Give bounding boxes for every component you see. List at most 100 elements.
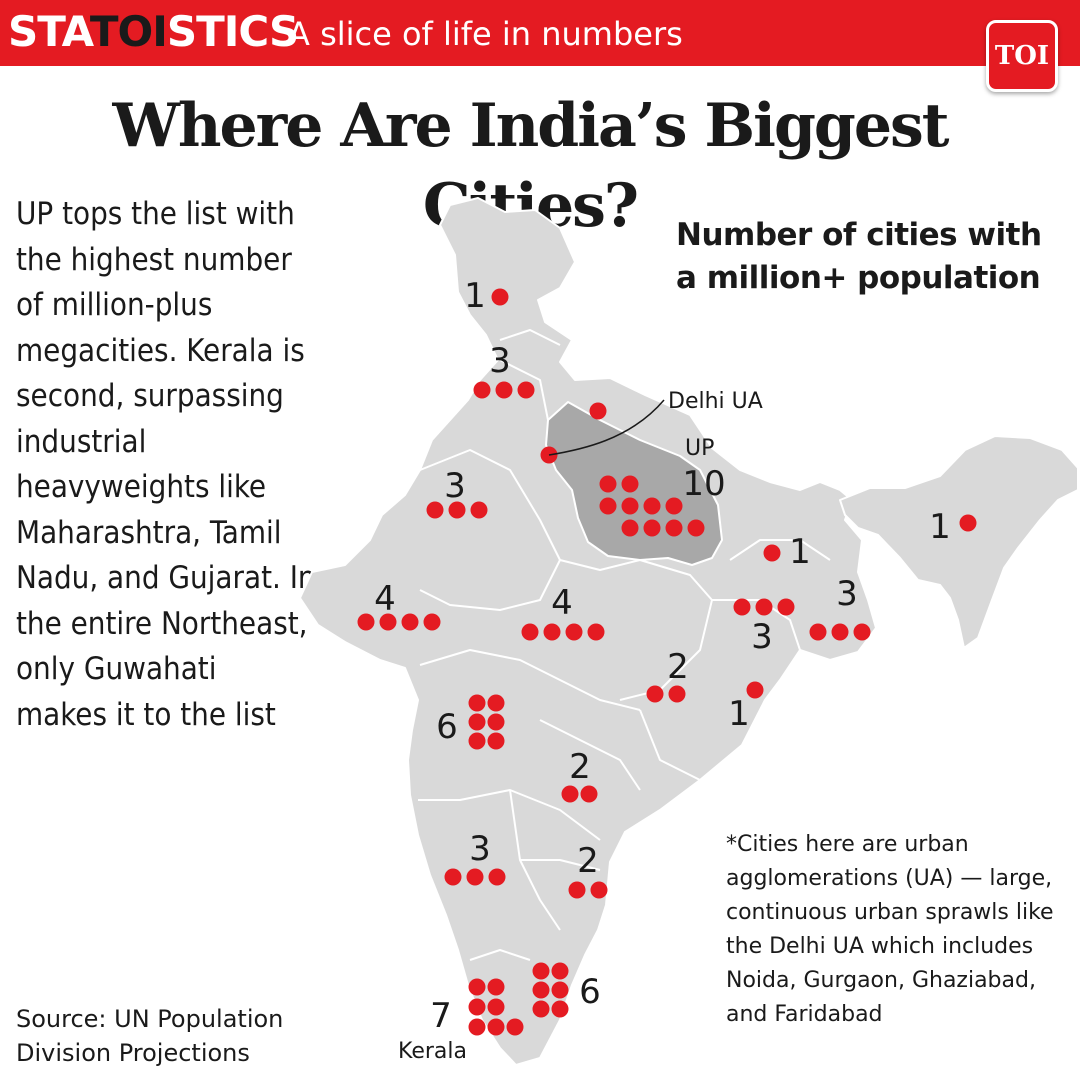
count-west-bengal: 3 xyxy=(836,574,858,614)
count-maharashtra: 6 xyxy=(436,707,458,747)
city-dot-tamil-nadu-3 xyxy=(532,981,550,999)
city-dot-tamil-nadu-5 xyxy=(532,1000,550,1018)
city-dot-punjab-2 xyxy=(495,381,513,399)
city-dot-madhya-pradesh-3 xyxy=(565,623,583,641)
city-dot-kerala-7 xyxy=(506,1018,524,1036)
city-dot-andhra-pradesh-1 xyxy=(568,881,586,899)
city-dot-maharashtra-1 xyxy=(468,694,486,712)
city-dot-kerala-5 xyxy=(468,1018,486,1036)
city-dot-karnataka-1 xyxy=(444,868,462,886)
count-jharkhand: 3 xyxy=(751,617,773,657)
count-punjab: 3 xyxy=(489,341,511,381)
header-banner: STATOISTICS A slice of life in numbers xyxy=(0,0,1080,66)
city-dot-rajasthan-2 xyxy=(448,501,466,519)
city-dot-chhattisgarh-2 xyxy=(668,685,686,703)
city-dot-assam-1 xyxy=(959,514,977,532)
toi-logo-badge: TOI xyxy=(986,20,1058,92)
count-bihar: 1 xyxy=(789,532,811,572)
region-counts: 1 3 10 3 4 4 1 3 3 1 2 1 6 2 3 2 7 6 xyxy=(374,276,951,1036)
count-jammu-kashmir: 1 xyxy=(464,276,486,316)
city-dot-west-bengal-2 xyxy=(831,623,849,641)
city-dot-karnataka-3 xyxy=(488,868,506,886)
city-dot-karnataka-2 xyxy=(466,868,484,886)
count-chhattisgarh: 2 xyxy=(667,647,689,687)
city-dot-kerala-1 xyxy=(468,978,486,996)
city-dot-west-bengal-1 xyxy=(809,623,827,641)
city-dots xyxy=(357,288,977,1036)
brand-post: STICS xyxy=(166,7,299,56)
city-dot-maharashtra-5 xyxy=(468,732,486,750)
footnote: *Cities here are urban agglomerations (U… xyxy=(726,832,1054,1027)
city-dot-jharkhand-2 xyxy=(755,598,773,616)
legend-title: Number of cities with a million+ populat… xyxy=(676,217,1042,296)
city-dot-kerala-3 xyxy=(468,998,486,1016)
city-dot-gujarat-3 xyxy=(401,613,419,631)
city-dot-tamil-nadu-1 xyxy=(532,962,550,980)
city-dot-chhattisgarh-1 xyxy=(646,685,664,703)
city-dot-uttar-pradesh-4 xyxy=(621,497,639,515)
city-dot-madhya-pradesh-1 xyxy=(521,623,539,641)
city-dot-jharkhand-3 xyxy=(777,598,795,616)
brand-mid: TOI xyxy=(89,7,168,56)
city-dot-tamil-nadu-6 xyxy=(551,1000,569,1018)
city-dot-kerala-4 xyxy=(487,998,505,1016)
city-dot-uttarakhand-1 xyxy=(589,402,607,420)
count-madhya-pradesh: 4 xyxy=(551,583,573,623)
city-dot-maharashtra-6 xyxy=(487,732,505,750)
count-andhra-pradesh: 2 xyxy=(577,841,599,881)
city-dot-maharashtra-3 xyxy=(468,713,486,731)
blurb-text: UP tops the list with the highest number… xyxy=(16,196,316,733)
city-dot-jharkhand-1 xyxy=(733,598,751,616)
city-dot-uttar-pradesh-3 xyxy=(599,497,617,515)
state-borders xyxy=(418,329,831,961)
brand-pre: STA xyxy=(8,7,91,56)
city-dot-uttar-pradesh-9 xyxy=(665,519,683,537)
count-assam: 1 xyxy=(929,507,951,547)
city-dot-punjab-1 xyxy=(473,381,491,399)
city-dot-madhya-pradesh-4 xyxy=(587,623,605,641)
city-dot-uttar-pradesh-6 xyxy=(665,497,683,515)
city-dot-uttar-pradesh-1 xyxy=(599,475,617,493)
city-dot-west-bengal-3 xyxy=(853,623,871,641)
city-dot-rajasthan-3 xyxy=(470,501,488,519)
up-label: UP xyxy=(685,436,714,461)
delhi-leader-line xyxy=(548,399,665,456)
delhi-ua-label: Delhi UA xyxy=(668,389,763,414)
count-uttar-pradesh: 10 xyxy=(682,464,725,504)
count-tamil-nadu: 6 xyxy=(579,972,601,1012)
city-dot-tamil-nadu-2 xyxy=(551,962,569,980)
count-odisha: 1 xyxy=(728,694,750,734)
northeast-shape xyxy=(839,435,1079,649)
city-dot-maharashtra-2 xyxy=(487,694,505,712)
city-dot-gujarat-1 xyxy=(357,613,375,631)
city-dot-punjab-3 xyxy=(517,381,535,399)
city-dot-uttar-pradesh-2 xyxy=(621,475,639,493)
city-dot-odisha-1 xyxy=(746,681,764,699)
count-kerala: 7 xyxy=(430,996,452,1036)
city-dot-bihar-1 xyxy=(763,544,781,562)
city-dot-kerala-6 xyxy=(487,1018,505,1036)
count-telangana: 2 xyxy=(569,747,591,787)
city-dot-uttar-pradesh-10 xyxy=(687,519,705,537)
count-gujarat: 4 xyxy=(374,579,396,619)
count-rajasthan: 3 xyxy=(444,466,466,506)
city-dot-uttar-pradesh-7 xyxy=(621,519,639,537)
tagline: A slice of life in numbers xyxy=(288,15,683,53)
city-dot-kerala-2 xyxy=(487,978,505,996)
city-dot-telangana-2 xyxy=(580,785,598,803)
city-dot-gujarat-4 xyxy=(423,613,441,631)
city-dot-uttar-pradesh-8 xyxy=(643,519,661,537)
city-dot-madhya-pradesh-2 xyxy=(543,623,561,641)
city-dot-gujarat-2 xyxy=(379,613,397,631)
city-dot-andhra-pradesh-2 xyxy=(590,881,608,899)
city-dot-rajasthan-1 xyxy=(426,501,444,519)
city-dot-maharashtra-4 xyxy=(487,713,505,731)
source-note: Source: UN Population Division Projectio… xyxy=(16,1005,284,1067)
count-karnataka: 3 xyxy=(469,829,491,869)
city-dot-telangana-1 xyxy=(561,785,579,803)
city-dot-tamil-nadu-4 xyxy=(551,981,569,999)
city-dot-uttar-pradesh-5 xyxy=(643,497,661,515)
kerala-label: Kerala xyxy=(398,1039,467,1064)
statoistics-logo: STATOISTICS xyxy=(8,6,299,58)
